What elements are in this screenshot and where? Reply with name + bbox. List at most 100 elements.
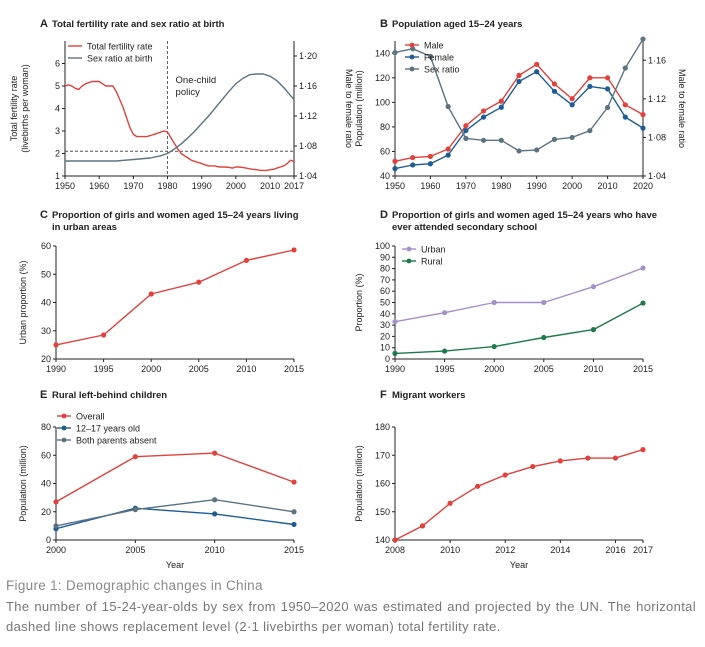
panel-label: F: [380, 389, 387, 401]
data-point: [427, 153, 434, 159]
annotation-line1: One-child: [176, 75, 217, 86]
data-point: [410, 154, 416, 161]
data-point: [53, 499, 59, 505]
series-sex-ratio: [392, 36, 646, 154]
panel-e: E Rural left-behind children 2000 2005 2010 2…: [18, 389, 304, 570]
x-tick-label: 2005: [189, 364, 209, 374]
legend-swatch-dot: [406, 246, 412, 252]
panel-label: A: [40, 18, 48, 30]
y-axis-label: Population (million): [354, 70, 364, 147]
panel-label: C: [40, 209, 48, 221]
panel-title: Migrant workers: [392, 390, 465, 401]
y-tick-label: 140: [375, 535, 390, 545]
legend-label: Sex ratio: [424, 65, 460, 75]
legend-swatch-dot: [61, 437, 67, 443]
series-line: [55, 499, 295, 527]
y-tick-label: 80: [41, 422, 51, 432]
legend-label: Urban: [421, 245, 446, 255]
data-point: [463, 135, 469, 141]
panel-title: Population aged 15–24 years: [392, 19, 522, 30]
data-point: [392, 49, 398, 56]
x-tick-label: 2017: [284, 181, 304, 191]
legend-item: Both parents absent: [57, 436, 157, 446]
data-point: [498, 137, 504, 143]
series-urban-proportion: [53, 247, 297, 348]
data-point: [392, 319, 398, 325]
data-point: [590, 284, 597, 290]
y2-tick-label: 1·16: [648, 55, 666, 65]
legend-swatch-dot: [406, 258, 412, 264]
data-point: [569, 134, 575, 141]
legend-item: Overall: [57, 412, 105, 422]
data-point: [551, 136, 558, 142]
y-tick-label: 80: [380, 122, 390, 132]
data-point: [569, 102, 575, 108]
y-tick-label: 20: [41, 354, 51, 364]
x-tick-label: 2020: [633, 181, 653, 191]
data-point: [212, 450, 218, 456]
x-tick-label: 1970: [456, 181, 476, 191]
data-point: [480, 137, 487, 143]
y2-tick-label: 1·12: [648, 94, 666, 104]
data-point: [498, 104, 504, 110]
data-point: [640, 36, 646, 42]
data-point: [212, 511, 218, 517]
data-point: [445, 103, 451, 110]
data-point: [291, 247, 297, 253]
x-tick-label: 2000: [226, 181, 246, 191]
y-tick-label: 80: [380, 264, 390, 274]
y-tick-label: 3: [55, 126, 60, 136]
data-point: [212, 497, 218, 503]
legend-label: Female: [424, 53, 454, 63]
x-tick-label: 2010: [440, 545, 460, 555]
y-tick-label: 30: [41, 326, 51, 336]
y-tick-label: 70: [380, 275, 390, 285]
data-point: [196, 279, 202, 285]
x-tick-label: 1995: [94, 364, 114, 374]
series-line: [394, 70, 644, 170]
data-point: [557, 458, 563, 464]
series-female: [392, 69, 646, 172]
x-tick-label: 2010: [260, 181, 280, 191]
data-point: [530, 463, 536, 470]
data-point: [640, 300, 646, 306]
x-tick-label: 2015: [284, 545, 304, 555]
series-migrant-workers: [392, 447, 646, 543]
y-tick-label: 10: [380, 343, 390, 353]
legend-swatch-dot: [409, 66, 415, 72]
panel-title-line2: in urban areas: [52, 222, 117, 233]
x-tick-label: 2010: [583, 364, 603, 374]
legend-item: Sex ratio at birth: [68, 54, 153, 64]
series-total-fertility-rate: [64, 80, 295, 172]
data-point: [585, 455, 591, 461]
series-male: [392, 61, 646, 164]
x-tick-label: 2008: [385, 545, 405, 555]
series-line: [55, 249, 295, 346]
data-point: [132, 507, 138, 513]
series-line: [394, 302, 644, 355]
y-tick-label: 20: [380, 331, 390, 341]
data-point: [587, 83, 593, 90]
y-tick-label: 40: [41, 298, 51, 308]
legend-label: Male: [424, 41, 444, 51]
y-tick-label: 170: [375, 450, 390, 460]
data-point: [640, 112, 646, 118]
data-point: [392, 350, 398, 356]
data-point: [475, 483, 481, 489]
panel-label: E: [40, 389, 47, 401]
data-point: [516, 148, 522, 154]
figure-caption: Figure 1: Demographic changes in China T…: [6, 578, 696, 637]
annotation-line2: policy: [176, 87, 201, 98]
x-tick-label: 1980: [491, 181, 511, 191]
data-point: [132, 454, 138, 460]
y-tick-label: 50: [380, 298, 390, 308]
y-axis-label: Population (million): [354, 445, 364, 522]
series-both-parents-absent: [53, 497, 297, 529]
data-point: [291, 509, 297, 515]
series-overall: [53, 450, 297, 505]
figure-panels: A Total fertility rate and sex ratio at b…: [9, 18, 687, 570]
data-point: [541, 299, 547, 306]
y-tick-label: 5: [55, 81, 60, 91]
x-tick-label: 1990: [385, 364, 405, 374]
legend-item: Female: [405, 53, 454, 63]
